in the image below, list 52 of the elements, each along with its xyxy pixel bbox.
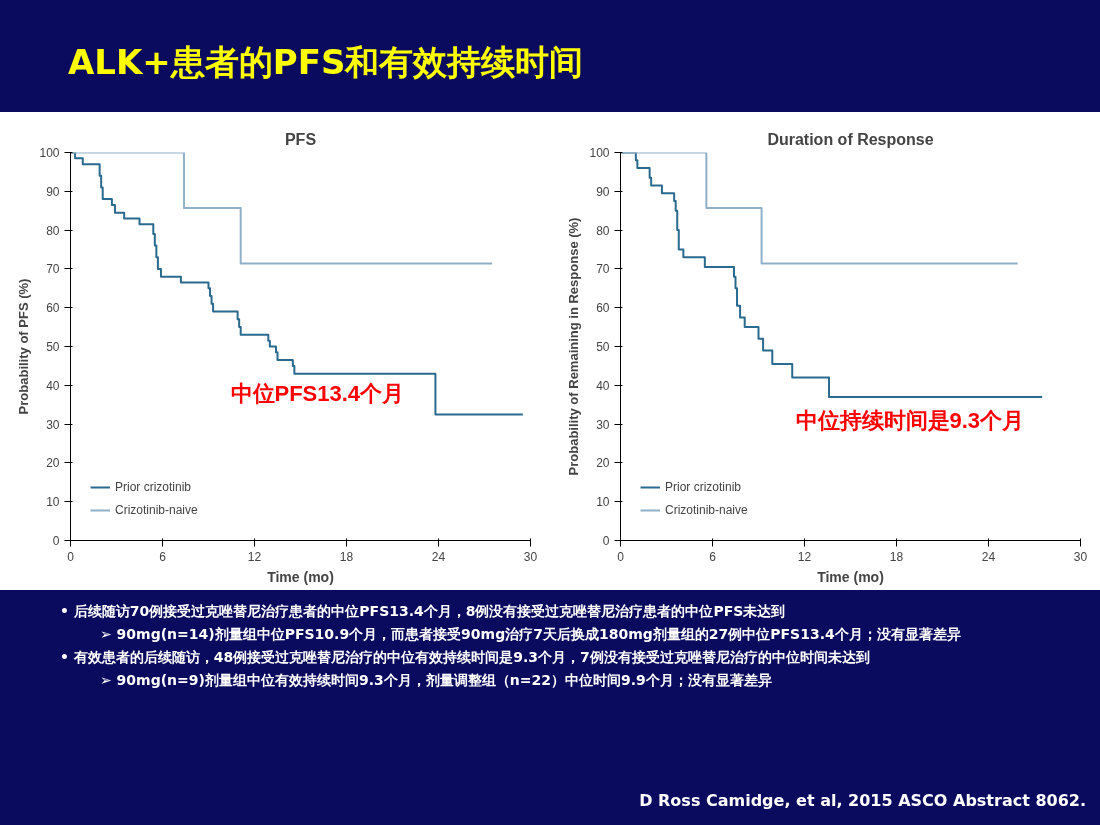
y-axis-title: Probability of PFS (%): [16, 278, 32, 415]
x-tick-label: 12: [247, 549, 262, 564]
x-tick-label: 0: [67, 549, 75, 564]
x-tick-label: 30: [1073, 549, 1088, 564]
y-tick-label: 0: [602, 534, 610, 548]
y-tick-label: 20: [596, 456, 610, 471]
y-tick-label: 80: [46, 223, 60, 238]
x-tick-label: 24: [431, 549, 446, 564]
y-tick-label: 40: [596, 378, 610, 393]
y-tick-label: 80: [596, 223, 610, 238]
y-tick-label: 100: [39, 146, 60, 160]
y-tick-label: 70: [596, 262, 610, 277]
text: ➢ 90mg(n=14)剂量组中位PFS10.9个月，而患者接受90mg治疗7天后换成180mg剂量组的27例中位PFS13.4个月；没有显著差异: [100, 625, 962, 644]
x-tick-label: 12: [797, 549, 812, 564]
legend-label: Prior crizotinib: [115, 480, 192, 494]
y-tick-label: 50: [596, 340, 610, 354]
x-axis-title: Time (mo): [817, 568, 884, 585]
x-tick-label: 18: [339, 549, 354, 564]
x-axis-title: Time (mo): [267, 568, 334, 585]
y-tick-label: 60: [46, 301, 60, 316]
legend-label: Crizotinib-naive: [665, 503, 748, 517]
x-tick-label: 0: [617, 549, 625, 564]
y-tick-label: 90: [46, 184, 60, 199]
y-tick-label: 20: [46, 456, 60, 471]
x-tick-label: 30: [523, 549, 538, 564]
x-tick-label: 6: [709, 549, 717, 564]
chart-title: PFS: [284, 130, 317, 148]
y-tick-label: 30: [596, 417, 610, 432]
y-tick-label: 70: [46, 262, 60, 277]
y-tick-label: 90: [596, 184, 610, 199]
y-tick-label: 30: [46, 417, 60, 432]
legend-label: Prior crizotinib: [665, 480, 742, 494]
legend-label: Crizotinib-naive: [115, 503, 198, 517]
y-tick-label: 100: [589, 146, 610, 160]
x-tick-label: 24: [981, 549, 996, 564]
y-axis-title: Probability of Remaining in Response (%): [566, 217, 582, 476]
annotation: 中位持续时间是9.3个月: [795, 407, 1025, 433]
y-tick-label: 10: [46, 495, 60, 510]
text: D Ross Camidge, et al, 2015 ASCO Abstract 8062.: [639, 790, 1086, 813]
text: • 后续随访70例接受过克唑替尼治疗患者的中位PFS13.4个月，8例没有接受过克唑替尼治疗患者的中位PFS未达到: [60, 602, 787, 621]
x-tick-label: 6: [159, 549, 167, 564]
y-tick-label: 40: [46, 378, 60, 393]
x-tick-label: 18: [889, 549, 904, 564]
text: ➢ 90mg(n=9)剂量组中位有效持续时间9.3个月，剂量调整组（n=22）中位时间9.9个月；没有显著差异: [100, 671, 773, 690]
y-tick-label: 60: [596, 301, 610, 316]
text: • 有效患者的后续随访，48例接受过克唑替尼治疗的中位有效持续时间是9.3个月，7例没有接受过克唑替尼治疗的中位时间未达到: [60, 648, 871, 667]
y-tick-label: 10: [596, 495, 610, 510]
chart-title: Duration of Response: [767, 130, 934, 148]
annotation: 中位PFS13.4个月: [230, 380, 405, 406]
text: ALK+患者的PFS和有效持续时间: [0, 0, 1100, 112]
y-tick-label: 0: [52, 534, 60, 548]
y-tick-label: 50: [46, 340, 60, 354]
